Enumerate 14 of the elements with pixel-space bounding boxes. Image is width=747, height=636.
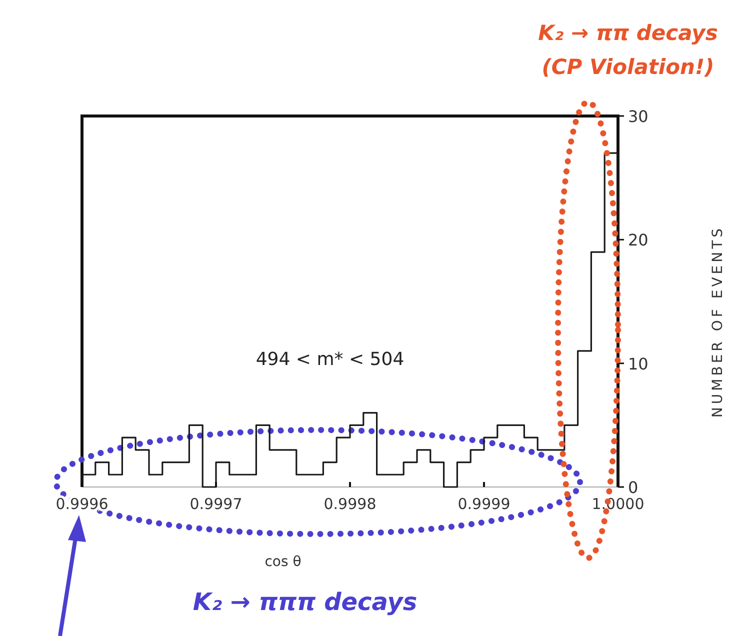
- x-tick-label: 0.9998: [324, 495, 376, 513]
- x-tick-label: 0.9997: [190, 495, 242, 513]
- x-axis-title: cos θ: [264, 554, 302, 570]
- text: K₂ → ππ decays: [538, 21, 718, 45]
- y-axis-title: NUMBER OF EVENTS: [710, 225, 726, 418]
- y-tick-label: 30: [628, 107, 648, 126]
- y-tick-label: 20: [628, 230, 648, 250]
- text: (CP Violation!): [542, 55, 714, 79]
- x-tick-label: 0.9999: [458, 495, 510, 513]
- y-tick-label: 0: [628, 478, 638, 497]
- annotation: 494 < m* < 504: [256, 349, 404, 370]
- x-tick-label: 1.0000: [592, 495, 644, 513]
- text: K₂ → πππ decays: [192, 588, 418, 616]
- y-tick-label: 10: [628, 354, 648, 374]
